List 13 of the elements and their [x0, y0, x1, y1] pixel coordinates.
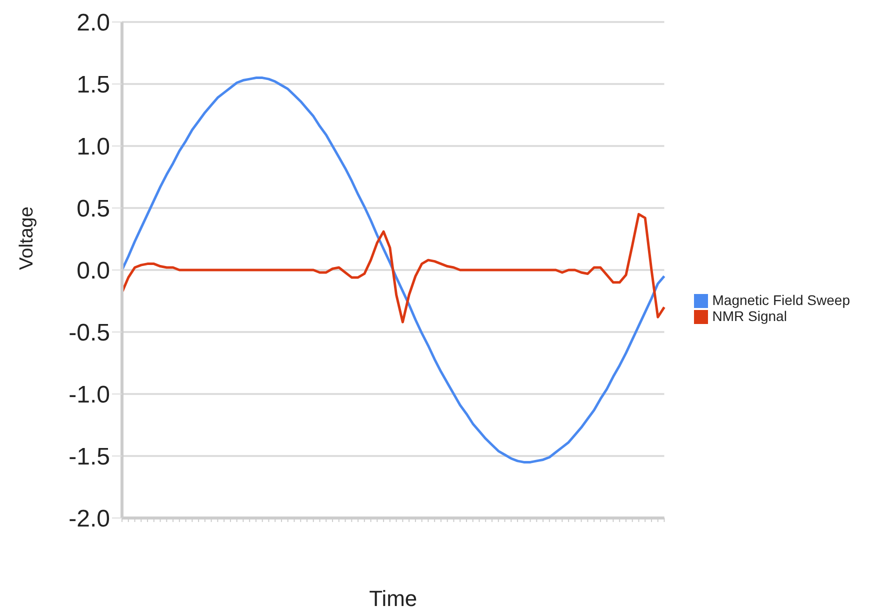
legend-label: Magnetic Field Sweep [712, 292, 850, 308]
y-tick-label: 0.0 [76, 258, 110, 285]
y-axis-title: Voltage [16, 206, 38, 270]
y-tick-label: 0.5 [76, 196, 110, 223]
y-tick-label: -2.0 [68, 506, 110, 533]
y-tick-label: 1.0 [76, 134, 110, 161]
y-tick-label: -0.5 [68, 320, 110, 347]
y-tick-label: 2.0 [76, 10, 110, 37]
x-axis-title: Time [369, 586, 418, 609]
y-tick-label: -1.5 [68, 444, 110, 471]
legend-label: NMR Signal [712, 308, 787, 324]
y-tick-label: -1.0 [68, 382, 110, 409]
y-tick-label: 1.5 [76, 72, 110, 99]
